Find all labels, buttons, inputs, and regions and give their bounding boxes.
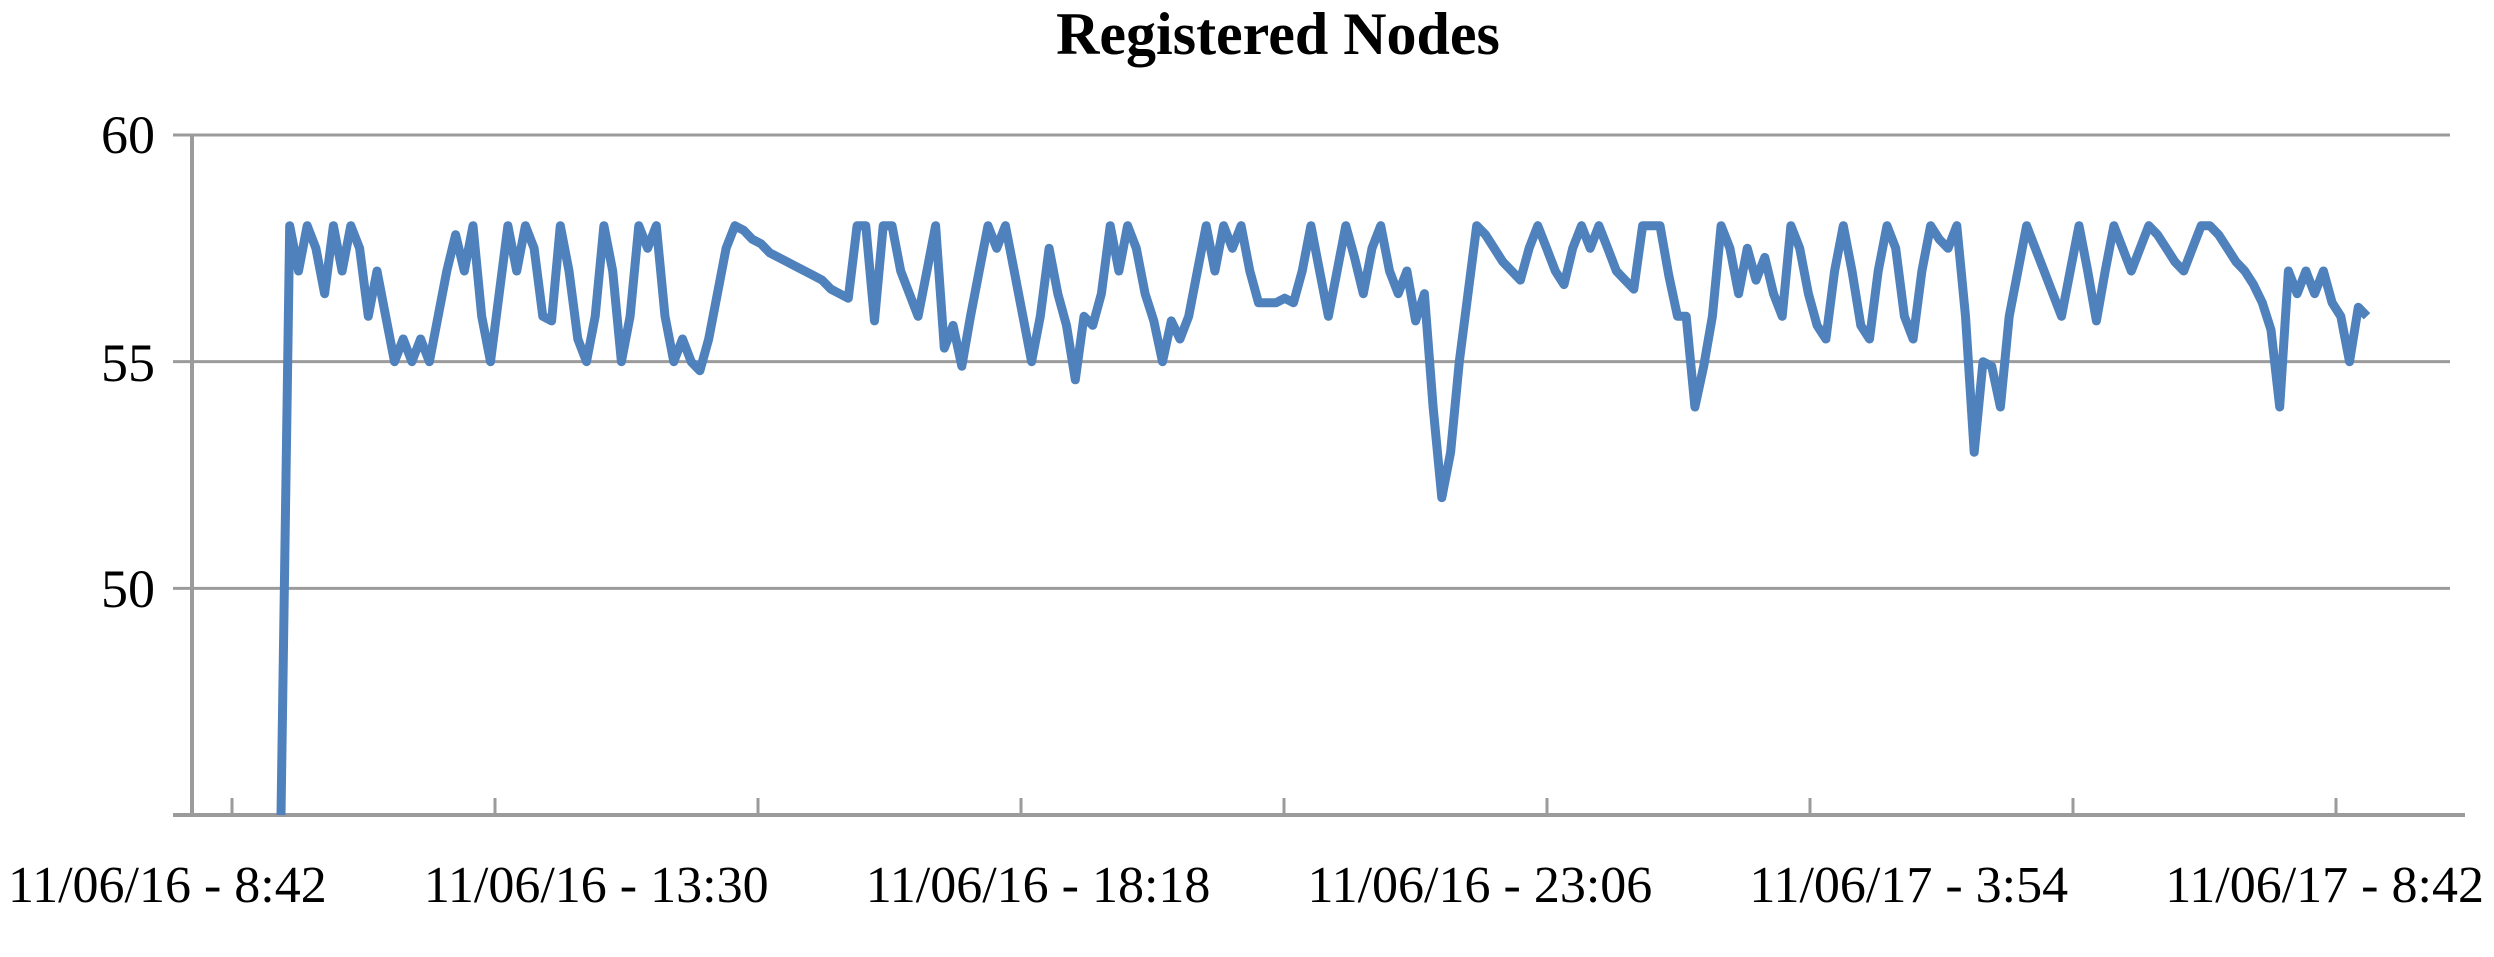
x-axis-label-1: 11/06/16 - 8:42 <box>8 857 327 914</box>
x-axis-label-2: 11/06/16 - 13:30 <box>423 857 769 914</box>
y-axis-label-50: 50 <box>101 559 155 619</box>
x-axis-label-5: 11/06/17 - 3:54 <box>1749 857 2069 914</box>
x-axis-label-6: 11/06/17 - 8:42 <box>2165 857 2484 914</box>
y-axis-label-60: 60 <box>101 105 155 165</box>
y-axis-label-55: 55 <box>101 333 155 393</box>
x-axis-label-3: 11/06/16 - 18:18 <box>865 857 1211 914</box>
x-axis-label-4: 11/06/16 - 23:06 <box>1307 857 1653 914</box>
series-line <box>276 221 2371 816</box>
chart-title: Registered Nodes <box>1056 1 1500 67</box>
x-axis-labels: 11/06/16 - 8:42 11/06/16 - 13:30 11/06/1… <box>8 856 2484 915</box>
